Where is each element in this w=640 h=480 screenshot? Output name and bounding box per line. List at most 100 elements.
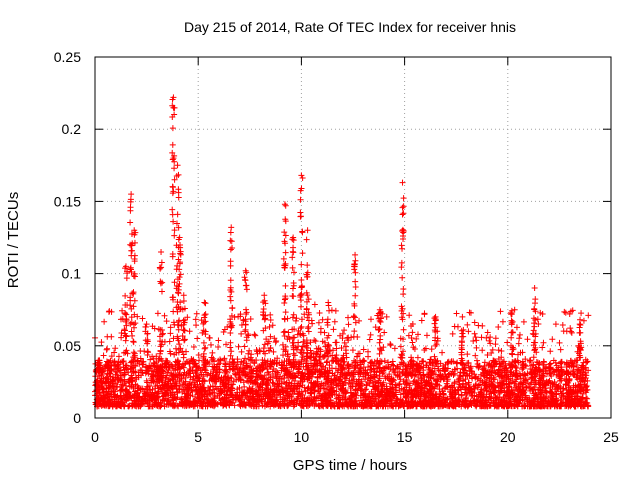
data-point [509, 318, 516, 325]
data-point [157, 347, 164, 354]
data-point [221, 369, 228, 376]
data-point [400, 378, 407, 385]
data-point [131, 297, 138, 304]
data-point [268, 360, 275, 367]
data-point [171, 158, 178, 165]
data-point [241, 372, 248, 379]
data-point [281, 201, 288, 208]
data-point [142, 363, 149, 370]
data-point [281, 395, 288, 402]
data-point [297, 196, 304, 203]
data-point [193, 310, 200, 317]
data-point [290, 311, 297, 318]
data-point [472, 334, 479, 341]
data-point [531, 323, 538, 330]
data-point [202, 331, 209, 338]
data-point [309, 397, 316, 404]
data-point [345, 321, 352, 328]
data-point [479, 347, 486, 354]
data-point [182, 378, 189, 385]
data-point [579, 371, 586, 378]
data-point [254, 364, 261, 371]
data-point [448, 382, 455, 389]
data-point [514, 351, 521, 358]
data-point [290, 344, 297, 351]
chart-title: Day 215 of 2014, Rate Of TEC Index for r… [184, 19, 516, 35]
data-point [292, 384, 299, 391]
data-point [98, 375, 105, 382]
data-point [573, 361, 580, 368]
data-point [211, 393, 218, 400]
data-point [267, 333, 274, 340]
data-point [297, 209, 304, 216]
data-point [295, 380, 302, 387]
data-point [346, 377, 353, 384]
data-point [379, 399, 386, 406]
data-point [130, 290, 137, 297]
data-point [389, 384, 396, 391]
data-point [200, 364, 207, 371]
data-point [217, 390, 224, 397]
data-point [276, 388, 283, 395]
data-point [303, 305, 310, 312]
data-point [352, 292, 359, 299]
data-point [512, 378, 519, 385]
data-point [201, 393, 208, 400]
data-point [459, 330, 466, 337]
data-point [513, 364, 520, 371]
data-point [299, 391, 306, 398]
data-point [300, 349, 307, 356]
data-point [556, 370, 563, 377]
data-point [389, 358, 396, 365]
data-point [331, 391, 338, 398]
data-point [240, 317, 247, 324]
data-point [248, 351, 255, 358]
data-point [376, 350, 383, 357]
data-point [267, 386, 274, 393]
data-point [214, 369, 221, 376]
data-point [536, 360, 543, 367]
data-point [328, 387, 335, 394]
data-point [202, 300, 209, 307]
data-point [247, 316, 254, 323]
data-point [177, 250, 184, 257]
data-point [319, 371, 326, 378]
data-point [333, 339, 340, 346]
data-point [289, 264, 296, 271]
data-point [400, 291, 407, 298]
data-point [477, 394, 484, 401]
data-point [267, 311, 274, 318]
data-point [229, 387, 236, 394]
data-point [281, 299, 288, 306]
data-point [271, 335, 278, 342]
data-point [366, 336, 373, 343]
data-point [176, 260, 183, 267]
data-point [242, 277, 249, 284]
data-point [355, 378, 362, 385]
data-point [287, 399, 294, 406]
data-point [375, 315, 382, 322]
data-point [155, 326, 162, 333]
data-point [580, 317, 587, 324]
data-point [130, 303, 137, 310]
data-point [181, 369, 188, 376]
data-point [202, 311, 209, 318]
data-point [577, 403, 584, 410]
data-point [489, 346, 496, 353]
data-point [159, 396, 166, 403]
data-point [176, 280, 183, 287]
data-point [201, 299, 208, 306]
data-point [170, 155, 177, 162]
data-point [298, 398, 305, 405]
data-point [137, 355, 144, 362]
data-point [324, 316, 331, 323]
data-point [131, 350, 138, 357]
data-point [433, 358, 440, 365]
data-point [366, 403, 373, 410]
data-point [398, 242, 405, 249]
data-point [391, 369, 398, 376]
data-point [480, 365, 487, 372]
data-point [158, 259, 165, 266]
data-point [304, 227, 311, 234]
data-point [453, 360, 460, 367]
